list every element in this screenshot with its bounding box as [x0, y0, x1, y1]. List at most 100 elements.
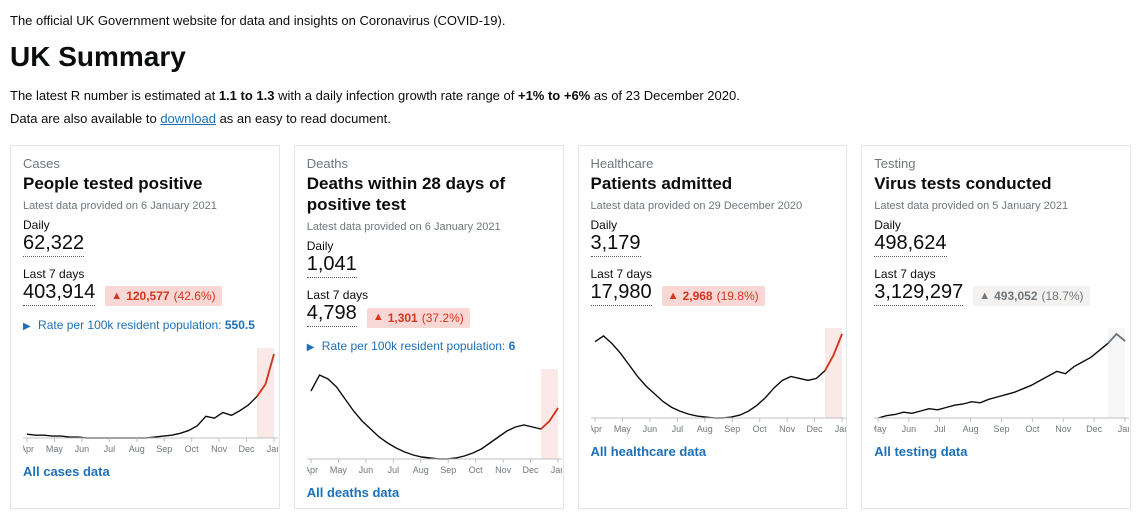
svg-text:Oct: Oct: [752, 424, 767, 434]
svg-text:Dec: Dec: [806, 424, 823, 434]
change-pct: (42.6%): [174, 289, 216, 303]
daily-value: 498,624: [874, 232, 946, 257]
sparkline-chart: AprMayJunJulAugSepOctNovDecJan: [307, 367, 562, 477]
svg-text:Jan: Jan: [267, 444, 278, 454]
svg-text:Sep: Sep: [156, 444, 172, 454]
daily-value: 62,322: [23, 232, 84, 257]
card-footer-link[interactable]: All cases data: [23, 464, 110, 479]
svg-text:Jul: Jul: [934, 424, 946, 434]
rate-toggle[interactable]: ▶ Rate per 100k resident population: 550…: [23, 318, 267, 332]
change-pct: (37.2%): [422, 311, 464, 325]
growth-range: +1% to +6%: [518, 88, 590, 103]
site-intro: The official UK Government website for d…: [10, 12, 1131, 31]
svg-text:Dec: Dec: [522, 465, 539, 475]
svg-text:Aug: Aug: [129, 444, 145, 454]
change-badge: ▲ 493,052 (18.7%): [973, 286, 1089, 306]
card-title: People tested positive: [23, 173, 267, 194]
svg-text:Aug: Aug: [963, 424, 979, 434]
change-value: 120,577: [126, 289, 169, 303]
svg-text:Aug: Aug: [696, 424, 712, 434]
card-category: Healthcare: [591, 156, 835, 171]
last7-value: 3,129,297: [874, 281, 963, 306]
svg-text:Dec: Dec: [239, 444, 256, 454]
card-category: Testing: [874, 156, 1118, 171]
svg-text:Jul: Jul: [104, 444, 116, 454]
svg-text:Jun: Jun: [75, 444, 90, 454]
summary-card: Healthcare Patients admitted Latest data…: [578, 145, 848, 510]
svg-text:Jul: Jul: [671, 424, 683, 434]
change-badge: ▲ 120,577 (42.6%): [105, 286, 221, 306]
download-link[interactable]: download: [160, 111, 216, 126]
daily-value: 1,041: [307, 253, 357, 278]
svg-text:Sep: Sep: [440, 465, 456, 475]
card-provided: Latest data provided on 6 January 2021: [23, 200, 267, 212]
last7-value: 17,980: [591, 281, 652, 306]
daily-label: Daily: [874, 218, 1118, 232]
last7-label: Last 7 days: [874, 267, 1118, 281]
rate-toggle[interactable]: ▶ Rate per 100k resident population: 6: [307, 339, 551, 353]
card-category: Deaths: [307, 156, 551, 171]
summary-card: Deaths Deaths within 28 days of positive…: [294, 145, 564, 510]
download-line: Data are also available to download as a…: [10, 110, 1131, 129]
last7-label: Last 7 days: [591, 267, 835, 281]
last7-label: Last 7 days: [23, 267, 267, 281]
card-category: Cases: [23, 156, 267, 171]
last7-value: 403,914: [23, 281, 95, 306]
svg-text:Dec: Dec: [1086, 424, 1103, 434]
last7-label: Last 7 days: [307, 288, 551, 302]
daily-value: 3,179: [591, 232, 641, 257]
change-badge: ▲ 2,968 (19.8%): [662, 286, 765, 306]
arrow-up-icon: ▲: [111, 291, 122, 302]
svg-text:Jan: Jan: [834, 424, 845, 434]
svg-text:Jan: Jan: [550, 465, 561, 475]
svg-text:Oct: Oct: [1026, 424, 1041, 434]
svg-text:Oct: Oct: [185, 444, 200, 454]
change-badge: ▲ 1,301 (37.2%): [367, 308, 470, 328]
card-footer-link[interactable]: All deaths data: [307, 485, 399, 500]
disclosure-icon: ▶: [307, 342, 315, 353]
svg-text:May: May: [874, 424, 887, 434]
daily-label: Daily: [307, 239, 551, 253]
card-footer-link[interactable]: All testing data: [874, 444, 967, 459]
svg-text:Nov: Nov: [211, 444, 228, 454]
svg-text:Oct: Oct: [468, 465, 483, 475]
change-pct: (18.7%): [1042, 289, 1084, 303]
svg-text:Nov: Nov: [1055, 424, 1072, 434]
svg-text:Apr: Apr: [591, 424, 602, 434]
summary-cards: Cases People tested positive Latest data…: [10, 145, 1131, 510]
r-range: 1.1 to 1.3: [219, 88, 275, 103]
svg-text:Jun: Jun: [358, 465, 373, 475]
summary-card: Testing Virus tests conducted Latest dat…: [861, 145, 1131, 510]
last7-value: 4,798: [307, 302, 357, 327]
arrow-up-icon: ▲: [373, 312, 384, 323]
svg-text:Apr: Apr: [23, 444, 34, 454]
svg-text:May: May: [46, 444, 64, 454]
svg-text:Jun: Jun: [642, 424, 657, 434]
change-value: 1,301: [388, 311, 418, 325]
svg-text:Nov: Nov: [779, 424, 796, 434]
card-provided: Latest data provided on 29 December 2020: [591, 200, 835, 212]
card-title: Deaths within 28 days of positive test: [307, 173, 551, 216]
change-pct: (19.8%): [717, 289, 759, 303]
daily-label: Daily: [591, 218, 835, 232]
svg-text:Jan: Jan: [1118, 424, 1129, 434]
daily-label: Daily: [23, 218, 267, 232]
sparkline-chart: May Jun Jul Aug Sep Oct Nov Dec Jan: [874, 326, 1129, 436]
svg-text:Sep: Sep: [724, 424, 740, 434]
sparkline-chart: Apr May Jun Jul Aug Sep Oct Nov Dec Jan: [591, 326, 846, 436]
svg-text:Sep: Sep: [994, 424, 1010, 434]
change-value: 2,968: [683, 289, 713, 303]
svg-text:Nov: Nov: [495, 465, 512, 475]
arrow-up-icon: ▲: [668, 291, 679, 302]
sparkline-chart: Apr May Jun Jul Aug Sep Oct Nov Dec Jan: [23, 346, 278, 456]
svg-text:Apr: Apr: [307, 465, 318, 475]
disclosure-icon: ▶: [23, 321, 31, 332]
summary-card: Cases People tested positive Latest data…: [10, 145, 280, 510]
svg-text:May: May: [613, 424, 631, 434]
svg-text:Jun: Jun: [902, 424, 917, 434]
svg-text:May: May: [330, 465, 348, 475]
page-title: UK Summary: [10, 41, 1131, 73]
card-footer-link[interactable]: All healthcare data: [591, 444, 707, 459]
svg-text:Aug: Aug: [413, 465, 429, 475]
change-value: 493,052: [994, 289, 1037, 303]
